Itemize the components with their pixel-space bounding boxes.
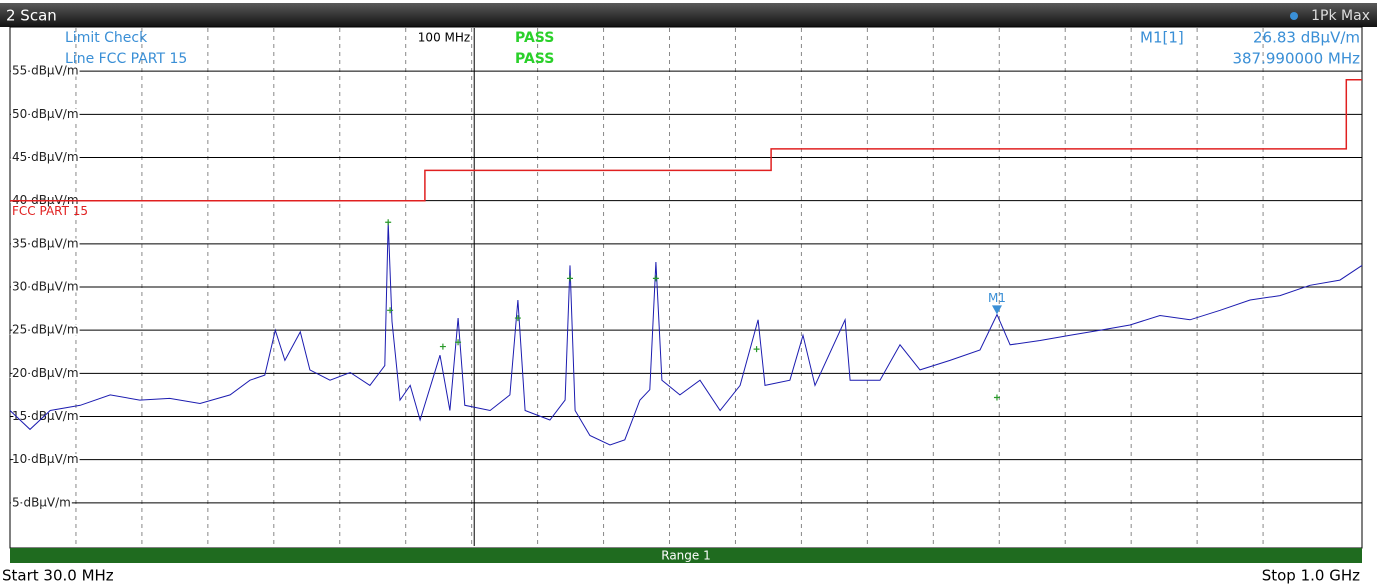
marker-triangle	[991, 305, 1002, 315]
peak-marker	[753, 346, 760, 353]
peak-marker	[385, 219, 392, 226]
plot: 100 MHz 5 dBµV/m 10 dBµV/m 15 dBµV/m 20 dBµV…	[9, 28, 1363, 546]
y-tick-label: 50 dBµV/m	[12, 107, 79, 121]
limit-check-result: PASS	[515, 30, 554, 46]
y-tick-label: 25 dBµV/m	[12, 323, 79, 337]
stop-label: Stop 1.0 GHz	[1262, 567, 1360, 585]
y-tick-label: 10 dBµV/m	[12, 452, 79, 466]
marker-frequency: 387.990000 MHz	[1232, 50, 1360, 68]
limit-line-label: FCC PART 15	[12, 204, 88, 218]
y-tick-label: 15 dBµV/m	[12, 409, 79, 423]
peak-marker	[439, 343, 446, 350]
peak-marker	[652, 275, 659, 282]
y-tick-label: 35 dBµV/m	[12, 236, 79, 250]
limit-line	[10, 79, 1362, 202]
start-label: Start 30.0 MHz	[2, 567, 114, 585]
limit-line-result: PASS	[515, 51, 554, 67]
y-tick-label: 45 dBµV/m	[12, 150, 79, 164]
peak-marker	[514, 315, 521, 322]
trace	[9, 222, 1363, 446]
marker-value: 26.83 dBµV/m	[1253, 29, 1360, 47]
marker-readout: M1[1]	[1140, 29, 1184, 47]
y-tick-label: 20 dBµV/m	[12, 366, 79, 380]
title-bar	[0, 3, 1377, 27]
marker-label: M1	[988, 291, 1006, 305]
peak-marker	[993, 394, 1000, 401]
y-tick-label: 5 dBµV/m	[12, 495, 71, 509]
limit-check-title: Limit Check	[65, 30, 148, 46]
y-tick-label: 55 dBµV/m	[12, 64, 79, 78]
limit-line-name: Line FCC PART 15	[65, 51, 187, 67]
peak-marker	[387, 307, 394, 314]
range-bar	[10, 548, 1362, 563]
y-tick-label: 30 dBµV/m	[12, 280, 79, 294]
trace-label: 1Pk Max	[1311, 8, 1370, 24]
annotation-label: 100 MHz	[418, 31, 470, 45]
peak-marker	[455, 339, 462, 346]
peak-marker	[566, 275, 573, 282]
trace-indicator	[1290, 12, 1298, 20]
range-label: Range 1	[661, 549, 710, 563]
title: 2 Scan	[6, 7, 57, 25]
